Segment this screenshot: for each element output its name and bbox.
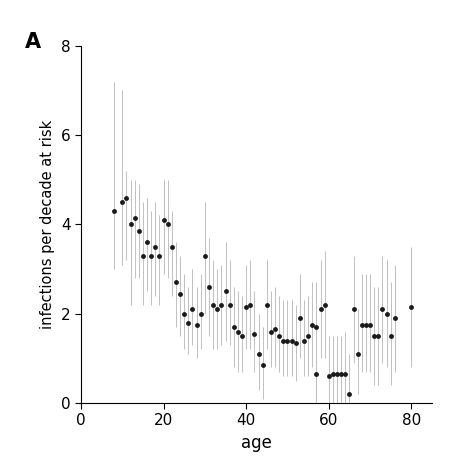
Y-axis label: infections per decade at risk: infections per decade at risk — [40, 120, 55, 329]
Text: A: A — [25, 32, 41, 51]
X-axis label: age: age — [241, 434, 272, 452]
